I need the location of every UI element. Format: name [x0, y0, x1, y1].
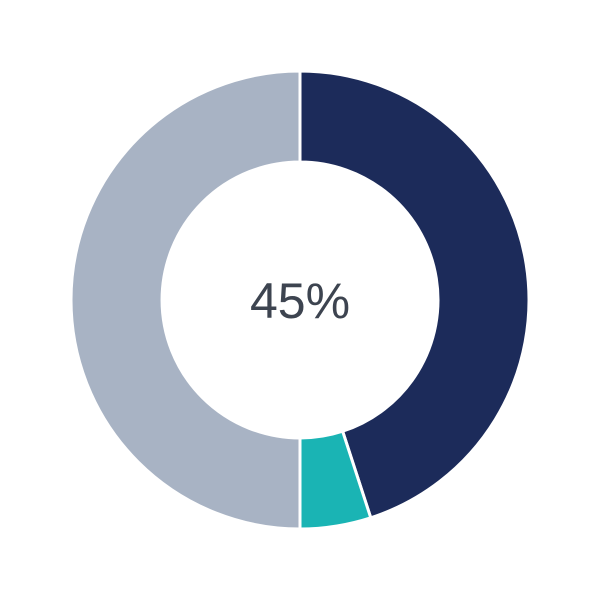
donut-slices — [69, 69, 531, 531]
center-label: 45% — [250, 273, 350, 329]
donut-slice-2 — [69, 69, 302, 531]
donut-slice-0 — [298, 69, 531, 520]
